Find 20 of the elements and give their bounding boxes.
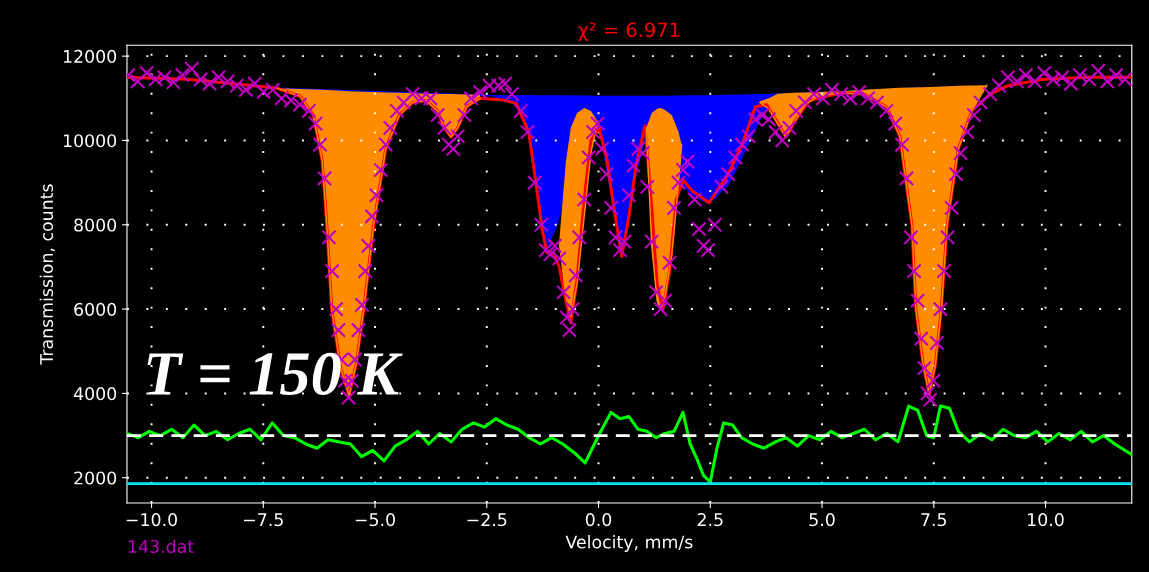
y-tick-label: 10000 [63, 134, 117, 148]
x-tick-label: 10.0 [1028, 513, 1064, 527]
x-tick-label: 2.5 [697, 513, 723, 527]
annotation: T = 150 K [147, 352, 403, 396]
x-tick-label: −5.0 [355, 513, 395, 527]
x-tick-label: 0.0 [585, 513, 612, 527]
y-tick-label: 4000 [73, 387, 117, 401]
y-tick-label: 2000 [74, 471, 117, 485]
text: 143.dat [128, 539, 194, 554]
x-tick-label: −2.5 [467, 513, 507, 527]
y-tick-label: 12000 [63, 49, 117, 63]
y-tick-label: 6000 [74, 302, 117, 316]
x-tick-label: −7.5 [244, 513, 283, 527]
x-tick-label: −10.0 [126, 513, 177, 527]
x-tick-label: 7.5 [921, 513, 947, 527]
y-axis-title: Transmission, counts [39, 184, 55, 365]
y-tick-label: 8000 [74, 218, 117, 232]
chart-title: χ² = 6.971 [578, 22, 680, 41]
x-axis-title: Velocity, mm/s [565, 535, 693, 552]
x-tick-label: 5.0 [809, 513, 835, 527]
